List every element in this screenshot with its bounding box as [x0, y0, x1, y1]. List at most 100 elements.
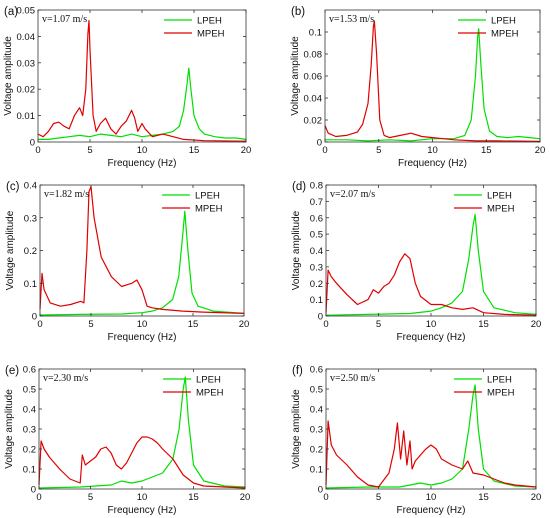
- x-tick-label: 0: [322, 145, 327, 156]
- velocity-annotation: v=1.07 m/s: [42, 14, 87, 25]
- legend-label-mpeh: MPEH: [196, 388, 224, 399]
- y-tick-label: 0.1: [310, 295, 323, 306]
- x-tick-label: 20: [531, 492, 542, 503]
- series-line-lpeh: [325, 384, 537, 489]
- y-tick-label: 0.05: [17, 6, 36, 17]
- x-tick-label: 0: [323, 492, 328, 503]
- x-axis-label: Frequency (Hz): [108, 158, 177, 169]
- chart-panel-5: 0 5 10 15 20 0 0.1 0.2 0.3 0.4 0.5 0.6 Frequency (Hz…: [4, 365, 250, 517]
- x-tick-label: 15: [189, 145, 200, 156]
- y-tick-label: 0.4: [310, 246, 323, 257]
- panel-tag: (e): [5, 365, 19, 377]
- y-tick-label: 0.7: [310, 197, 323, 208]
- series-line-mpeh: [325, 420, 537, 488]
- y-tick-label: 0.2: [310, 279, 323, 290]
- series-line-mpeh: [324, 20, 541, 142]
- legend-label-lpeh: LPEH: [195, 191, 220, 202]
- legend-label-mpeh: MPEH: [197, 29, 225, 40]
- y-axis-label: Voltage amplitude: [291, 210, 302, 290]
- series-line-lpeh: [38, 67, 247, 140]
- x-tick-label: 20: [535, 145, 546, 156]
- y-tick-label: 0.2: [24, 246, 37, 257]
- y-tick-label: 0.3: [24, 213, 37, 224]
- x-tick-label: 15: [478, 319, 489, 330]
- y-tick-label: 0.5: [23, 385, 36, 396]
- legend-label-mpeh: MPEH: [491, 29, 519, 40]
- x-tick-label: 0: [36, 492, 41, 503]
- x-tick-label: 10: [137, 492, 148, 503]
- y-tick-label: 0.6: [23, 365, 36, 376]
- y-tick-label: 0.1: [310, 465, 323, 476]
- y-tick-label: 0: [317, 138, 322, 149]
- panel-tag: (b): [291, 6, 305, 18]
- y-tick-label: 0.02: [304, 116, 323, 127]
- x-axis-label: Frequency (Hz): [108, 505, 177, 516]
- x-tick-label: 5: [88, 492, 93, 503]
- y-tick-label: 0.3: [310, 262, 323, 273]
- series-line-mpeh: [325, 253, 537, 316]
- legend-label-lpeh: LPEH: [196, 375, 221, 386]
- y-axis-label: Voltage amplitude: [4, 389, 15, 469]
- series-line-mpeh: [39, 186, 245, 314]
- y-axis-label: Voltage amplitude: [3, 36, 14, 116]
- x-axis-label: Frequency (Hz): [397, 332, 466, 343]
- y-tick-label: 0.4: [23, 405, 36, 416]
- y-axis-label: Voltage amplitude: [291, 389, 302, 469]
- x-axis-label: Frequency (Hz): [398, 158, 467, 169]
- panel-tag: (f): [292, 365, 303, 377]
- x-tick-label: 10: [427, 145, 438, 156]
- x-tick-label: 10: [426, 492, 437, 503]
- x-tick-label: 5: [87, 145, 92, 156]
- panel-tag: (d): [292, 181, 306, 193]
- y-tick-label: 0.5: [310, 230, 323, 241]
- legend-label-mpeh: MPEH: [487, 204, 515, 215]
- x-tick-label: 15: [188, 492, 199, 503]
- x-tick-label: 0: [37, 319, 42, 330]
- y-tick-label: 0.5: [310, 385, 323, 396]
- x-tick-label: 0: [35, 145, 40, 156]
- velocity-annotation: v=2.30 m/s: [43, 373, 88, 384]
- x-tick-label: 5: [376, 145, 381, 156]
- legend-label-lpeh: LPEH: [487, 375, 512, 386]
- velocity-annotation: v=2.07 m/s: [330, 189, 375, 200]
- x-axis-label: Frequency (Hz): [108, 332, 177, 343]
- y-tick-label: 0.04: [304, 94, 323, 105]
- x-tick-label: 20: [240, 492, 251, 503]
- chart-panel-3: 0 5 10 15 20 0 0.1 0.2 0.3 0.4 Frequency (Hz) Volta…: [5, 181, 249, 344]
- x-axis-label: Frequency (Hz): [397, 505, 466, 516]
- series-line-mpeh: [37, 20, 247, 142]
- chart-panel-2: 0 5 10 15 20 0 0.02 0.04 0.06 0.08 0.1 Frequency (H…: [290, 6, 545, 169]
- y-tick-label: 0.3: [310, 425, 323, 436]
- y-tick-label: 0: [318, 485, 323, 496]
- series-line-lpeh: [39, 210, 245, 316]
- series-line-lpeh: [325, 28, 541, 142]
- y-tick-label: 0: [30, 138, 35, 149]
- y-tick-label: 0.1: [24, 279, 37, 290]
- y-tick-label: 0.2: [23, 445, 36, 456]
- x-tick-label: 20: [531, 319, 542, 330]
- y-tick-label: 0.6: [310, 213, 323, 224]
- panel-tag: (a): [4, 6, 18, 18]
- x-tick-label: 20: [239, 319, 250, 330]
- chart-panel-1: 0 5 10 15 20 0 0.01 0.02 0.03 0.04 0.05 Frequency (…: [3, 6, 251, 170]
- chart-panel-6: 0 5 10 15 20 0 0.1 0.2 0.3 0.4 0.5 0.6 Frequency (Hz…: [291, 365, 541, 517]
- y-tick-label: 0.2: [310, 445, 323, 456]
- x-tick-label: 0: [323, 319, 328, 330]
- y-tick-label: 0.8: [310, 181, 323, 192]
- y-tick-label: 0: [31, 485, 36, 496]
- y-axis-label: Voltage amplitude: [5, 210, 16, 290]
- chart-panel-4: 0 5 10 15 20 0 0.1 0.2 0.3 0.4 0.5 0.6 0.7 0.8 Frequen…: [291, 181, 541, 344]
- y-tick-label: 0.4: [24, 181, 37, 192]
- y-tick-label: 0.06: [304, 72, 323, 83]
- x-tick-label: 15: [478, 492, 489, 503]
- x-tick-label: 5: [376, 319, 381, 330]
- legend-label-mpeh: MPEH: [195, 204, 223, 215]
- x-tick-label: 10: [426, 319, 437, 330]
- velocity-annotation: v=2.50 m/s: [330, 373, 375, 384]
- x-tick-label: 10: [137, 319, 148, 330]
- y-tick-label: 0.6: [310, 365, 323, 376]
- y-axis-label: Voltage amplitude: [290, 36, 301, 116]
- legend-label-lpeh: LPEH: [491, 16, 516, 27]
- y-tick-label: 0: [318, 312, 323, 323]
